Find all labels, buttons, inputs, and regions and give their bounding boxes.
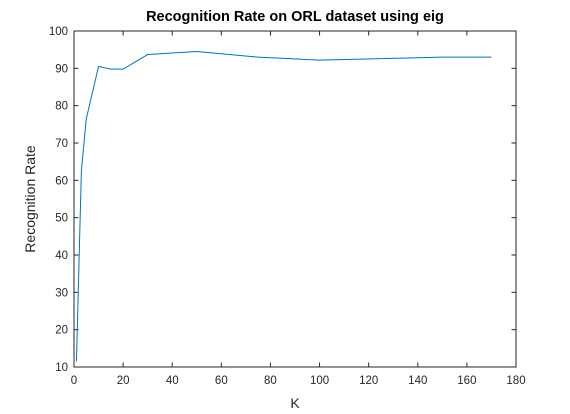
x-tick-label: 0 [71,375,77,387]
series-line [75,51,492,362]
x-tick-label: 40 [166,375,179,387]
y-tick-label: 50 [55,213,68,225]
y-tick-label: 20 [55,325,68,337]
x-tick-label: 140 [408,375,427,387]
x-tick-label: 60 [215,375,228,387]
y-tick-label: 30 [55,287,68,299]
x-tick-label: 160 [457,375,476,387]
series-layer [75,51,492,362]
plot-frame [73,30,517,368]
y-tick-label: 80 [55,101,68,113]
axis-ticks: 0 20 40 60 80 100 120 140 160 180 10 20 30 40 50 60 70 80… [49,26,526,387]
x-tick-label: 180 [506,375,525,387]
x-tick-label: 120 [359,375,378,387]
chart-title: Recognition Rate on ORL dataset using ei… [146,9,444,25]
y-axis-label: Recognition Rate [22,145,38,253]
y-tick-label: 40 [55,250,68,262]
y-tick-label: 10 [55,362,68,374]
y-tick-label: 90 [55,63,68,75]
x-tick-label: 20 [117,375,130,387]
y-tick-label: 60 [55,175,68,187]
x-axis-label: K [290,395,300,411]
x-tick-label: 100 [310,375,329,387]
y-tick-label: 70 [55,138,68,150]
x-tick-label: 80 [264,375,277,387]
y-tick-label: 100 [49,26,68,38]
